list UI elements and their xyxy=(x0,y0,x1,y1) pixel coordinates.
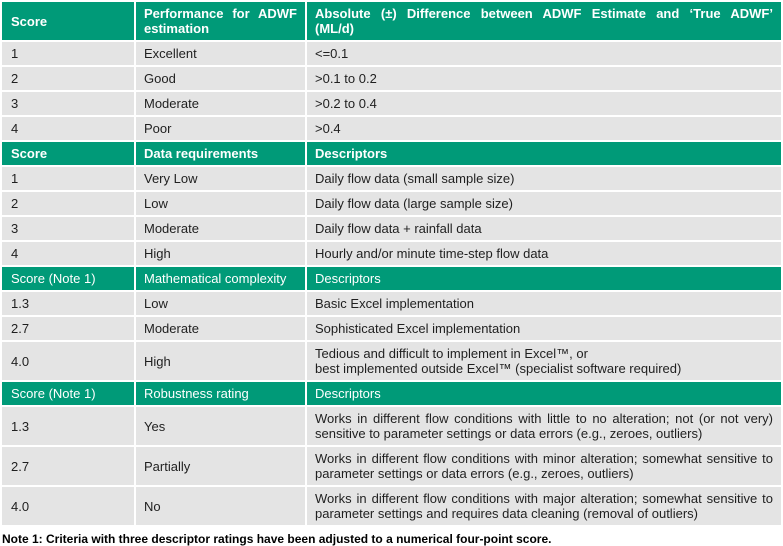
score-cell: 4 xyxy=(2,242,134,265)
rating-cell: Good xyxy=(136,67,305,90)
score-cell: 1 xyxy=(2,42,134,65)
header-cell-performance-for-adwf-estimation-col2: Absolute (±) Difference between ADWF Est… xyxy=(307,2,781,40)
rating-cell: Very Low xyxy=(136,167,305,190)
score-cell: 2.7 xyxy=(2,317,134,340)
descriptor-cell: >0.1 to 0.2 xyxy=(307,67,781,90)
table-row-performance-for-adwf-estimation-0: 1 Excellent <=0.1 xyxy=(2,42,781,65)
table-row-performance-for-adwf-estimation-3: 4 Poor >0.4 xyxy=(2,117,781,140)
table-row-mathematical-complexity-0: 1.3 Low Basic Excel implementation xyxy=(2,292,781,315)
footnote-note-1: Note 1: Criteria with three descriptor r… xyxy=(2,532,552,546)
header-cell-data-requirements-col1: Data requirements xyxy=(136,142,305,165)
table-row-mathematical-complexity-1: 2.7 Moderate Sophisticated Excel implement… xyxy=(2,317,781,340)
rating-cell: Low xyxy=(136,192,305,215)
descriptor-cell: Sophisticated Excel implementation xyxy=(307,317,781,340)
descriptor-cell: <=0.1 xyxy=(307,42,781,65)
descriptor-cell: >0.4 xyxy=(307,117,781,140)
score-cell: 2.7 xyxy=(2,447,134,485)
header-cell-mathematical-complexity-col0: Score (Note 1) xyxy=(2,267,134,290)
header-cell-performance-for-adwf-estimation-col0: Score xyxy=(2,2,134,40)
score-cell: 4.0 xyxy=(2,342,134,380)
table-row-performance-for-adwf-estimation-2: 3 Moderate >0.2 to 0.4 xyxy=(2,92,781,115)
table-row-data-requirements-3: 4 High Hourly and/or minute time-step flow… xyxy=(2,242,781,265)
descriptor-cell: Daily flow data + rainfall data xyxy=(307,217,781,240)
header-row-robustness-rating: Score (Note 1) Robustness rating Descripto… xyxy=(2,382,781,405)
table-row-mathematical-complexity-2: 4.0 High Tedious and difficult to implemen… xyxy=(2,342,781,380)
descriptor-cell: Basic Excel implementation xyxy=(307,292,781,315)
header-cell-performance-for-adwf-estimation-col1: Performance for ADWF estimation xyxy=(136,2,305,40)
header-cell-robustness-rating-col0: Score (Note 1) xyxy=(2,382,134,405)
table-row-data-requirements-2: 3 Moderate Daily flow data + rainfall data xyxy=(2,217,781,240)
header-cell-data-requirements-col2: Descriptors xyxy=(307,142,781,165)
score-cell: 4 xyxy=(2,117,134,140)
table-row-performance-for-adwf-estimation-1: 2 Good >0.1 to 0.2 xyxy=(2,67,781,90)
table-row-data-requirements-0: 1 Very Low Daily flow data (small sample s… xyxy=(2,167,781,190)
header-cell-data-requirements-col0: Score xyxy=(2,142,134,165)
descriptor-cell: Works in different flow conditions with … xyxy=(307,447,781,485)
descriptor-cell: Hourly and/or minute time-step flow data xyxy=(307,242,781,265)
descriptor-cell: Works in different flow conditions with … xyxy=(307,407,781,445)
descriptor-cell: Daily flow data (small sample size) xyxy=(307,167,781,190)
descriptor-cell: Works in different flow conditions with … xyxy=(307,487,781,525)
score-cell: 3 xyxy=(2,217,134,240)
rating-cell: Partially xyxy=(136,447,305,485)
table-row-robustness-rating-0: 1.3 Yes Works in different flow conditions… xyxy=(2,407,781,445)
rating-cell: High xyxy=(136,242,305,265)
header-cell-mathematical-complexity-col2: Descriptors xyxy=(307,267,781,290)
rating-cell: High xyxy=(136,342,305,380)
score-cell: 2 xyxy=(2,67,134,90)
header-cell-robustness-rating-col1: Robustness rating xyxy=(136,382,305,405)
rating-cell: Excellent xyxy=(136,42,305,65)
descriptor-cell: Tedious and difficult to implement in Ex… xyxy=(307,342,781,380)
header-row-performance-for-adwf-estimation: Score Performance for ADWF estimation Abso… xyxy=(2,2,781,40)
rating-cell: No xyxy=(136,487,305,525)
table-row-robustness-rating-2: 4.0 No Works in different flow conditions … xyxy=(2,487,781,525)
descriptor-cell: Daily flow data (large sample size) xyxy=(307,192,781,215)
header-row-mathematical-complexity: Score (Note 1) Mathematical complexity Des… xyxy=(2,267,781,290)
descriptor-cell: >0.2 to 0.4 xyxy=(307,92,781,115)
score-cell: 3 xyxy=(2,92,134,115)
score-cell: 1.3 xyxy=(2,407,134,445)
header-cell-robustness-rating-col2: Descriptors xyxy=(307,382,781,405)
rating-cell: Low xyxy=(136,292,305,315)
rating-cell: Moderate xyxy=(136,92,305,115)
table-row-data-requirements-1: 2 Low Daily flow data (large sample size) xyxy=(2,192,781,215)
score-cell: 4.0 xyxy=(2,487,134,525)
header-row-data-requirements: Score Data requirements Descriptors xyxy=(2,142,781,165)
rating-cell: Moderate xyxy=(136,317,305,340)
header-cell-mathematical-complexity-col1: Mathematical complexity xyxy=(136,267,305,290)
score-cell: 2 xyxy=(2,192,134,215)
score-cell: 1 xyxy=(2,167,134,190)
rating-cell: Yes xyxy=(136,407,305,445)
table-row-robustness-rating-1: 2.7 Partially Works in different flow cond… xyxy=(2,447,781,485)
criteria-table: Score Performance for ADWF estimation Abso… xyxy=(2,2,781,525)
score-cell: 1.3 xyxy=(2,292,134,315)
rating-cell: Moderate xyxy=(136,217,305,240)
rating-cell: Poor xyxy=(136,117,305,140)
